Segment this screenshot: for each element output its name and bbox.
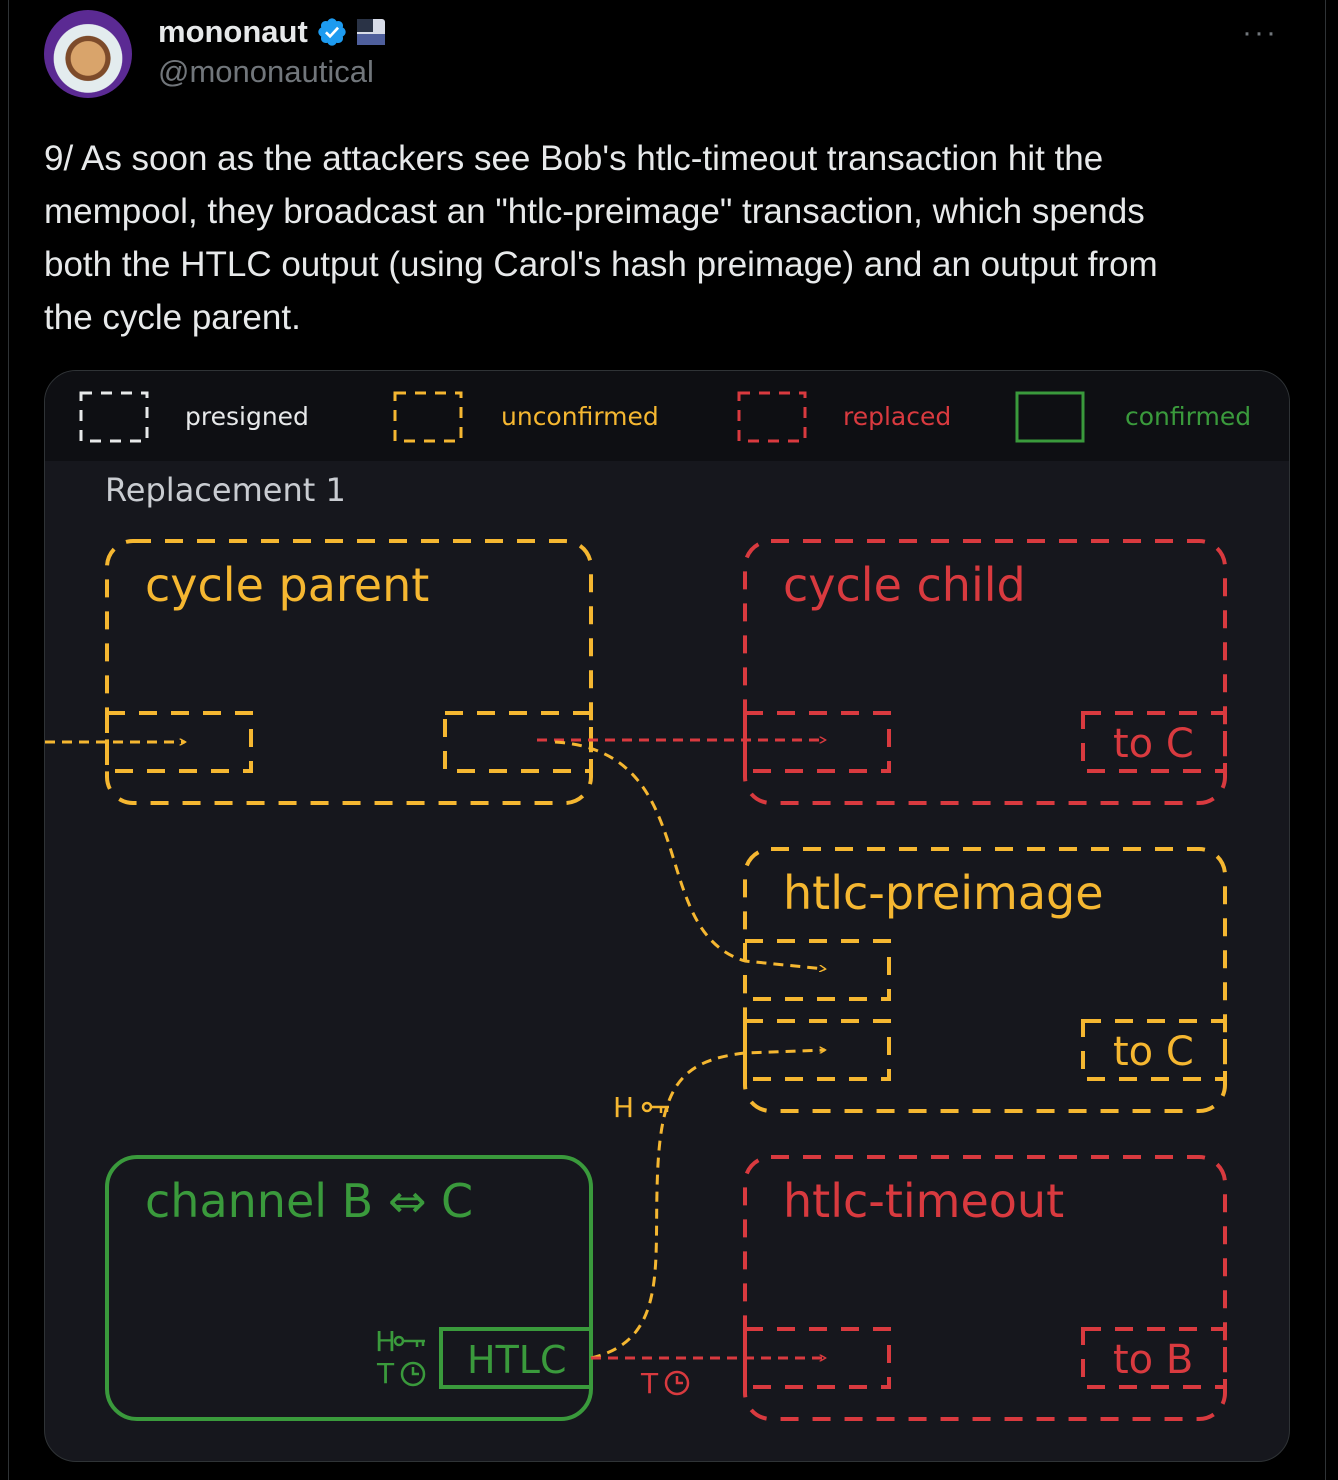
- author-display-name[interactable]: mononaut: [158, 14, 308, 49]
- clock-icon: [664, 1370, 690, 1396]
- htlc-diagram: presigned unconfirmed replaced confirmed…: [45, 371, 1289, 1421]
- legend-confirmed-label: confirmed: [1125, 402, 1251, 431]
- cycle-child-box: [743, 539, 1227, 805]
- htlc-timeout-output: [1081, 1327, 1227, 1389]
- more-options-icon[interactable]: ···: [1242, 16, 1278, 49]
- cycle-child-output: [1081, 711, 1227, 773]
- channel-box: [105, 1155, 593, 1421]
- legend-unconfirmed-swatch: [393, 391, 463, 443]
- htlc-preimage-input-2: [743, 1019, 891, 1081]
- avatar[interactable]: [44, 10, 132, 98]
- htlc-output-label: HTLC: [467, 1338, 567, 1382]
- htlc-preimage-output: [1081, 1019, 1227, 1081]
- htlc-timeout-box: [743, 1155, 1227, 1421]
- htlc-preimage-output-label: to C: [1113, 1029, 1194, 1075]
- preimage-hash-label: H: [613, 1091, 634, 1124]
- timeline-border-left: [8, 0, 9, 1480]
- legend-presigned-label: presigned: [185, 402, 309, 431]
- timeout-time-label: T: [640, 1367, 659, 1400]
- legend-replaced-swatch: [737, 391, 807, 443]
- tweet-text: 9/ As soon as the attackers see Bob's ht…: [44, 139, 1158, 337]
- timeline-border-right: [1325, 0, 1326, 1480]
- diagram-title: Replacement 1: [105, 471, 346, 509]
- flag-icon: [356, 19, 385, 45]
- key-icon: [393, 1335, 425, 1347]
- cycle-child-output-label: to C: [1113, 721, 1194, 767]
- legend-confirmed-swatch: [1015, 391, 1085, 443]
- clock-icon: [400, 1361, 426, 1387]
- htlc-timeout-label: htlc-timeout: [783, 1174, 1064, 1228]
- cycle-child-input: [743, 711, 891, 773]
- htlc-hash-condition-label: H: [375, 1325, 396, 1358]
- parent-to-preimage-edge: [554, 740, 825, 969]
- tweet-media-image[interactable]: presigned unconfirmed replaced confirmed…: [44, 370, 1290, 1462]
- legend-replaced-label: replaced: [843, 402, 951, 431]
- channel-label: channel B ⇔ C: [145, 1174, 473, 1228]
- cycle-parent-input: [105, 711, 253, 773]
- cycle-parent-label: cycle parent: [145, 558, 429, 612]
- htlc-time-condition-label: T: [376, 1357, 395, 1390]
- htlc-preimage-label: htlc-preimage: [783, 866, 1104, 920]
- htlc-timeout-output-label: to B: [1113, 1337, 1193, 1383]
- author-name-row: mononaut: [158, 12, 386, 52]
- htlc-timeout-input: [743, 1327, 891, 1389]
- legend-presigned-swatch: [79, 391, 149, 443]
- cycle-child-label: cycle child: [783, 558, 1026, 612]
- author-handle[interactable]: @mononautical: [158, 54, 374, 89]
- verified-badge-icon[interactable]: [316, 16, 348, 48]
- htlc-preimage-input-1: [743, 939, 891, 1001]
- htlc-to-preimage-edge: [590, 1050, 825, 1360]
- cycle-parent-output: [443, 711, 593, 773]
- cycle-parent-box: [105, 539, 593, 805]
- legend-unconfirmed-label: unconfirmed: [501, 402, 659, 431]
